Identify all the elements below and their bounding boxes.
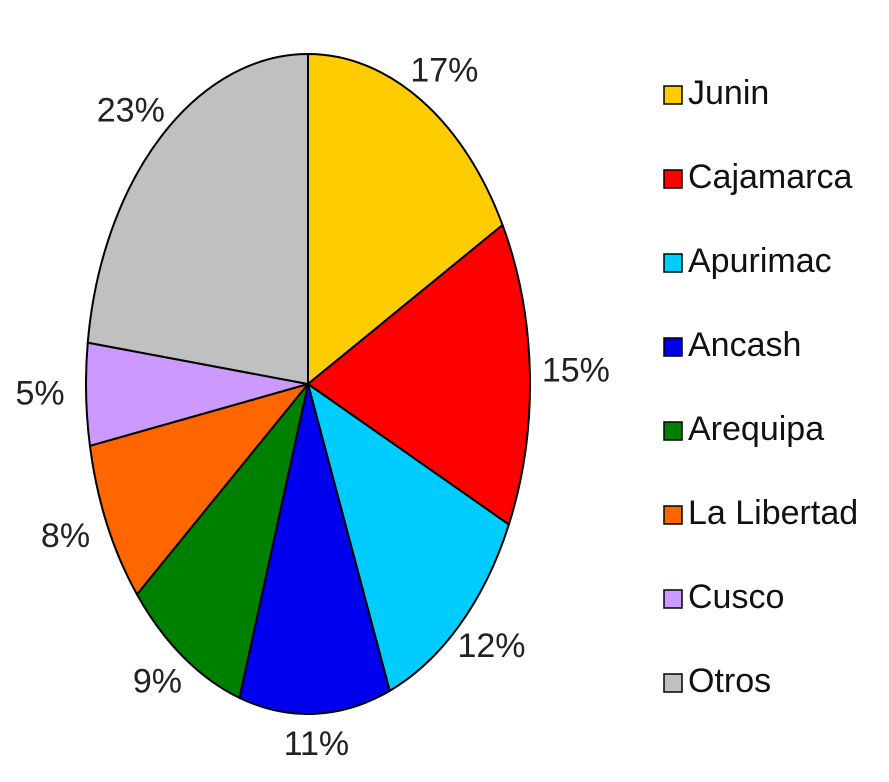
- legend-label-arequipa: Arequipa: [688, 410, 824, 448]
- percentage-label-ancash: 11%: [284, 725, 350, 763]
- legend-swatch-arequipa: [663, 421, 683, 441]
- legend-swatch-apurimac: [663, 253, 683, 273]
- pie-slice-apurimac: [307, 383, 510, 692]
- legend-swatch-junin: [663, 85, 683, 105]
- legend-item-otros: Otros: [663, 662, 771, 700]
- pie-slice-la-libertad: [88, 383, 309, 596]
- legend-item-cajamarca: Cajamarca: [663, 158, 852, 196]
- legend-item-la-libertad: La Libertad: [663, 494, 858, 532]
- percentage-label-cajamarca: 15%: [542, 352, 610, 390]
- percentage-label-apurimac: 12%: [457, 627, 525, 665]
- legend-swatch-cajamarca: [663, 169, 683, 189]
- legend-label-la-libertad: La Libertad: [688, 494, 858, 532]
- legend-label-apurimac: Apurimac: [688, 242, 832, 280]
- pie-slice-otros: [86, 53, 309, 385]
- legend-label-ancash: Ancash: [688, 326, 801, 364]
- legend-label-cusco: Cusco: [688, 578, 784, 616]
- legend-item-ancash: Ancash: [663, 326, 801, 364]
- pie-slice-cajamarca: [307, 224, 531, 526]
- legend-item-apurimac: Apurimac: [663, 242, 832, 280]
- legend-label-cajamarca: Cajamarca: [688, 158, 852, 196]
- legend-item-junin: Junin: [663, 74, 769, 112]
- pie-slice-junin: [307, 53, 504, 385]
- legend-swatch-ancash: [663, 337, 683, 357]
- percentage-label-cusco: 5%: [16, 374, 65, 412]
- legend-item-cusco: Cusco: [663, 578, 784, 616]
- legend-swatch-la-libertad: [663, 505, 683, 525]
- percentage-label-arequipa: 9%: [133, 662, 182, 700]
- percentage-label-junin: 17%: [410, 51, 478, 89]
- legend-item-arequipa: Arequipa: [663, 410, 824, 448]
- pie-slices: [85, 53, 531, 715]
- percentage-label-otros: 23%: [97, 91, 165, 129]
- percentage-labels: 17% 15% 12% 11% 9% 8% 5% 23%: [16, 51, 610, 762]
- legend: Junin Cajamarca Apurimac Ancash Arequipa La L…: [663, 74, 858, 700]
- legend-swatch-otros: [663, 673, 683, 693]
- pie-slice-arequipa: [135, 383, 309, 699]
- legend-swatch-cusco: [663, 589, 683, 609]
- pie-slice-ancash: [238, 383, 391, 715]
- legend-label-junin: Junin: [688, 74, 769, 112]
- legend-label-otros: Otros: [688, 662, 771, 700]
- percentage-label-la-libertad: 8%: [41, 517, 90, 555]
